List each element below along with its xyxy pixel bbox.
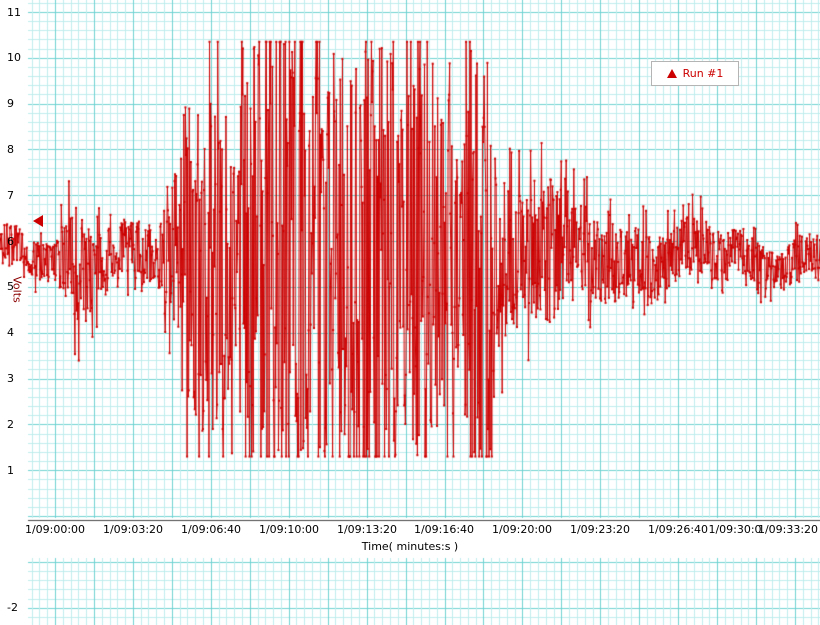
y-tick-label: 10	[7, 51, 21, 65]
x-tick-label: 1/09:26:40	[647, 523, 709, 536]
y-axis-label: Volts	[10, 276, 24, 303]
current-value-marker-icon	[33, 214, 43, 227]
x-tick-label: 1/09:20:00	[491, 523, 553, 536]
legend: Run #1	[651, 61, 739, 86]
x-tick-label: 1/09:33:20	[757, 523, 819, 536]
x-axis-label: Time( minutes:s )	[361, 540, 459, 553]
x-tick-label: 1/09:10:00	[258, 523, 320, 536]
x-tick-label: 1/09:00:00	[24, 523, 86, 536]
x-tick-label: 1/09:13:20	[336, 523, 398, 536]
y-tick-label: -2	[7, 601, 18, 615]
x-tick-label: 1/09:30:0	[708, 523, 762, 536]
y-tick-label: 6	[7, 234, 14, 248]
y-tick-label: 7	[7, 188, 14, 202]
y-tick-label: 3	[7, 372, 14, 386]
run-marker-icon	[666, 69, 677, 78]
y-tick-label: 4	[7, 326, 14, 340]
y-tick-label: 8	[7, 142, 14, 156]
y-tick-label: 1	[7, 463, 14, 477]
legend-run-label: Run #1	[682, 67, 724, 80]
x-tick-label: 1/09:23:20	[569, 523, 631, 536]
y-tick-label: 9	[7, 97, 14, 111]
x-tick-label: 1/09:06:40	[180, 523, 242, 536]
x-axis: 1/09:00:00 1/09:03:20 1/09:06:40 1/09:10:00…	[0, 523, 820, 537]
x-tick-label: 1/09:16:40	[413, 523, 475, 536]
x-tick-label: 1/09:03:20	[102, 523, 164, 536]
y-tick-label: 5	[7, 280, 14, 294]
y-tick-label: 11	[7, 5, 21, 19]
y-tick-label: 2	[7, 417, 14, 431]
